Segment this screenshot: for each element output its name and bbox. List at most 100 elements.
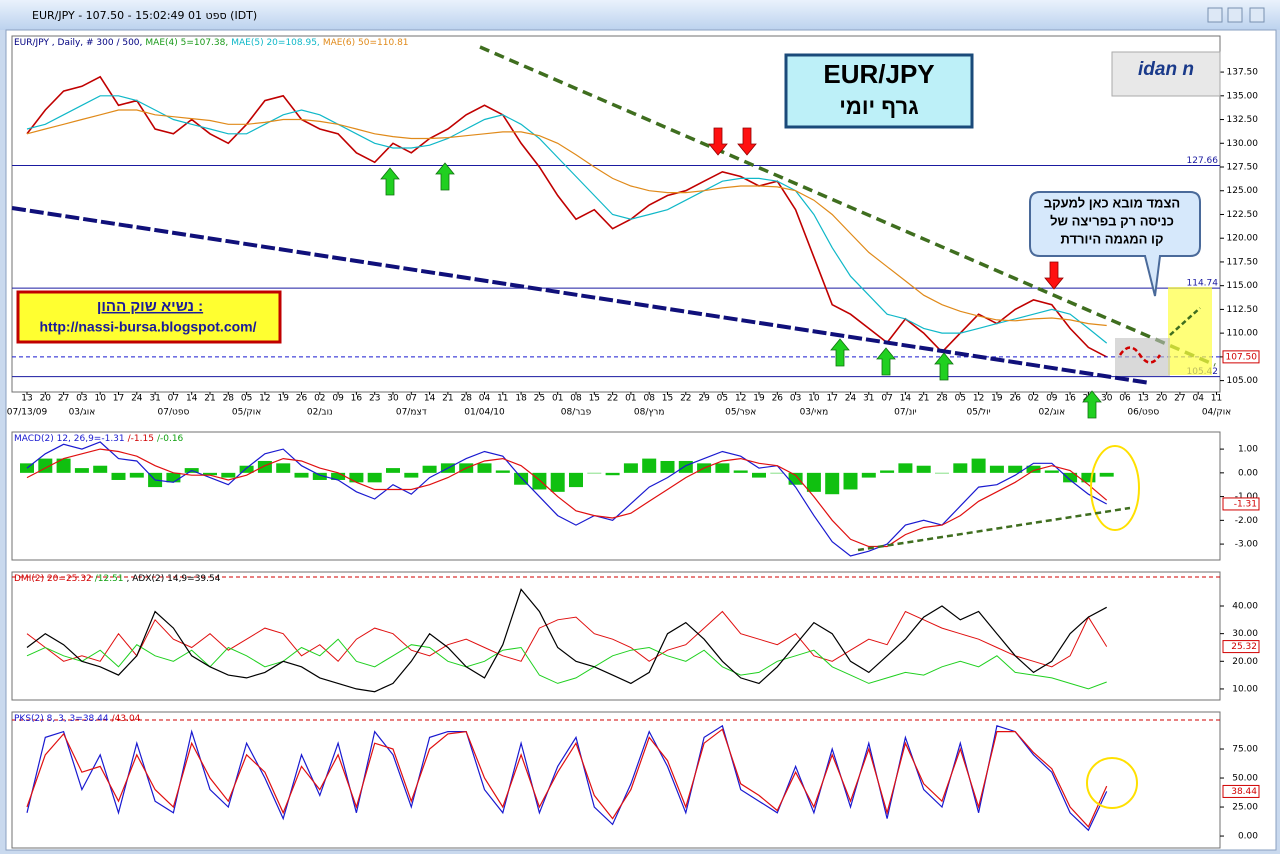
histogram-bar xyxy=(788,472,803,485)
x-tick-label: 21 xyxy=(204,394,215,404)
x-tick-label: 16 xyxy=(1064,394,1076,404)
x-tick-label: 28 xyxy=(223,394,235,404)
histogram-bar xyxy=(257,460,272,473)
x-tick-label: 22 xyxy=(607,394,618,404)
y-tick-label: 20.00 xyxy=(1232,657,1258,667)
last-value-label: 25.32 xyxy=(1231,642,1257,652)
histogram-bar xyxy=(74,468,89,473)
histogram-bar xyxy=(1081,472,1096,483)
x-tick-label: 03 xyxy=(76,394,87,404)
series-line xyxy=(26,588,1107,693)
x-tick-label: 25 xyxy=(534,394,545,404)
y-tick-label: 30.00 xyxy=(1232,629,1258,639)
x-tick-label: 31 xyxy=(149,394,160,404)
histogram-bar xyxy=(898,463,913,473)
x-month-label: 03/מאי xyxy=(800,408,829,418)
last-value-box xyxy=(1222,497,1260,511)
histogram-bar xyxy=(532,472,547,490)
histogram-bar xyxy=(806,472,821,492)
x-tick-label: 07 xyxy=(168,394,179,404)
x-month-label: 05/אפר xyxy=(725,408,756,418)
y-tick-label: 132.50 xyxy=(1227,115,1259,125)
x-tick-label: 07 xyxy=(406,394,417,404)
x-tick-label: 26 xyxy=(772,394,784,404)
histogram-bar xyxy=(752,472,766,478)
y-tick-label: 10.00 xyxy=(1232,684,1258,694)
x-tick-label: 20 xyxy=(1156,394,1168,404)
y-tick-label: 137.50 xyxy=(1227,68,1259,78)
y-tick-label: 110.00 xyxy=(1227,329,1259,339)
histogram-bar xyxy=(623,463,638,473)
last-value-label: 107.50 xyxy=(1226,352,1258,362)
y-tick-label: -2.00 xyxy=(1235,516,1259,526)
series-line xyxy=(26,610,1108,668)
histogram-bar xyxy=(477,463,492,473)
x-month-label: 01/04/10 xyxy=(464,408,505,418)
close-button[interactable] xyxy=(1249,7,1265,23)
histogram-bar xyxy=(861,472,876,478)
x-tick-label: 02 xyxy=(314,394,325,404)
x-tick-label: 13 xyxy=(21,394,32,404)
y-tick-label: -1.00 xyxy=(1235,492,1259,502)
x-tick-label: 27 xyxy=(58,394,69,404)
histogram-bar xyxy=(660,460,675,473)
x-tick-label: 14 xyxy=(900,394,912,404)
histogram-bar xyxy=(843,472,858,490)
x-tick-label: 11 xyxy=(1211,394,1222,404)
y-tick-label: 105.00 xyxy=(1227,376,1259,386)
histogram-bar xyxy=(770,472,785,474)
x-tick-label: 30 xyxy=(1101,394,1113,404)
minimize-button[interactable] xyxy=(1207,7,1223,23)
histogram-bar xyxy=(221,472,236,478)
histogram-bar xyxy=(349,472,364,483)
histogram-bar xyxy=(367,472,382,483)
x-tick-label: 05 xyxy=(955,394,966,404)
indicator-text: MAE(5) 20=108.95, xyxy=(231,38,320,48)
x-month-label: 07/דצמ xyxy=(396,408,427,418)
x-tick-label: 29 xyxy=(698,394,710,404)
histogram-bar xyxy=(56,458,71,473)
x-tick-label: 04 xyxy=(479,394,491,404)
x-tick-label: 21 xyxy=(442,394,453,404)
last-value-box xyxy=(1222,350,1260,364)
y-tick-label: 135.00 xyxy=(1227,91,1259,101)
x-tick-label: 28 xyxy=(936,394,948,404)
x-tick-label: 24 xyxy=(845,394,857,404)
x-month-label: 07/יונ xyxy=(894,408,917,418)
panel xyxy=(11,35,1221,393)
indicator-text: , ADX(2) 14,9=39.54 xyxy=(127,574,221,584)
level-label: 105.42 xyxy=(1187,367,1219,377)
histogram-bar xyxy=(1044,470,1059,473)
indicator-text: /-0.16 xyxy=(157,434,184,444)
histogram-bar xyxy=(605,472,620,476)
y-tick-label: 115.00 xyxy=(1227,281,1259,291)
histogram-bar xyxy=(916,465,931,473)
histogram-bar xyxy=(331,472,346,480)
histogram-bar xyxy=(587,472,602,474)
histogram-bar xyxy=(880,470,895,473)
restore-button[interactable] xyxy=(1227,7,1243,23)
y-tick-label: 1.00 xyxy=(1238,445,1258,455)
histogram-bar xyxy=(715,463,730,473)
x-month-label: 05/יול xyxy=(967,408,991,418)
series-line xyxy=(26,638,1107,690)
histogram-bar xyxy=(312,472,327,480)
x-month-label: 06/ספט xyxy=(1127,408,1159,418)
x-tick-label: 09 xyxy=(1046,394,1058,404)
histogram-bar xyxy=(733,470,748,473)
y-tick-label: 127.50 xyxy=(1227,163,1259,173)
histogram-bar xyxy=(569,472,583,488)
x-tick-label: 26 xyxy=(296,394,308,404)
x-tick-label: 12 xyxy=(259,394,270,404)
indicator-text: PKS(2) 8, 3, 3=38.44 xyxy=(14,714,109,724)
x-tick-label: 03 xyxy=(790,394,801,404)
x-tick-label: 08 xyxy=(570,394,582,404)
y-tick-label: 130.00 xyxy=(1227,139,1259,149)
x-tick-label: 02 xyxy=(1028,394,1039,404)
x-tick-label: 07 xyxy=(881,394,892,404)
indicator-text: MACD(2) 12, 26,9=-1.31 xyxy=(14,434,125,444)
histogram-bar xyxy=(166,472,181,483)
x-tick-label: 05 xyxy=(241,394,252,404)
